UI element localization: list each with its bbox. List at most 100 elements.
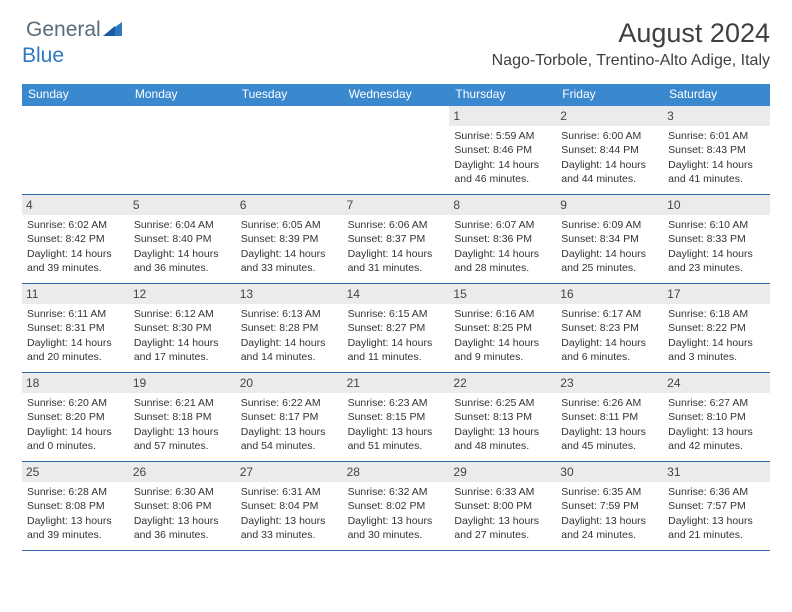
daylight-line: and 9 minutes. <box>454 350 551 364</box>
sunset-line: Sunset: 8:18 PM <box>134 410 231 424</box>
day-header-friday: Friday <box>556 84 663 106</box>
day-number: 18 <box>22 373 129 393</box>
daylight-line: Daylight: 13 hours <box>348 425 445 439</box>
daylight-line: Daylight: 13 hours <box>668 514 765 528</box>
daylight-line: and 48 minutes. <box>454 439 551 453</box>
daylight-line: and 54 minutes. <box>241 439 338 453</box>
sunrise-line: Sunrise: 6:01 AM <box>668 129 765 143</box>
day-cell: 21 Sunrise: 6:23 AMSunset: 8:15 PMDayligh… <box>343 373 450 461</box>
sunrise-line: Sunrise: 6:05 AM <box>241 218 338 232</box>
daylight-line: and 11 minutes. <box>348 350 445 364</box>
day-header-thursday: Thursday <box>449 84 556 106</box>
daylight-line: and 42 minutes. <box>668 439 765 453</box>
day-cell: 13Sunrise: 6:13 AMSunset: 8:28 PMDayligh… <box>236 284 343 372</box>
sunset-line: Sunset: 8:39 PM <box>241 232 338 246</box>
day-cell: 28Sunrise: 6:32 AMSunset: 8:02 PMDayligh… <box>343 462 450 550</box>
sunset-line: Sunset: 8:15 PM <box>348 410 445 424</box>
daylight-line: and 20 minutes. <box>27 350 124 364</box>
day-number: 26 <box>129 462 236 482</box>
day-number: 16 <box>556 284 663 304</box>
sunrise-line: Sunrise: 6:35 AM <box>561 485 658 499</box>
weeks-container: 1Sunrise: 5:59 AMSunset: 8:46 PMDaylight… <box>22 106 770 551</box>
sunrise-line: Sunrise: 6:27 AM <box>668 396 765 410</box>
day-number: 20 <box>236 373 343 393</box>
daylight-line: Daylight: 14 hours <box>27 336 124 350</box>
daylight-line: and 30 minutes. <box>348 528 445 542</box>
daylight-line: Daylight: 14 hours <box>561 336 658 350</box>
calendar: Sunday Monday Tuesday Wednesday Thursday… <box>22 84 770 551</box>
sunset-line: Sunset: 8:06 PM <box>134 499 231 513</box>
day-cell: 5Sunrise: 6:04 AMSunset: 8:40 PMDaylight… <box>129 195 236 283</box>
day-number: 19 <box>129 373 236 393</box>
sunrise-line: Sunrise: 6:20 AM <box>27 396 124 410</box>
daylight-line: and 6 minutes. <box>561 350 658 364</box>
day-header-tuesday: Tuesday <box>236 84 343 106</box>
sunset-line: Sunset: 8:00 PM <box>454 499 551 513</box>
daylight-line: and 31 minutes. <box>348 261 445 275</box>
day-header-row: Sunday Monday Tuesday Wednesday Thursday… <box>22 84 770 106</box>
daylight-line: Daylight: 13 hours <box>561 514 658 528</box>
day-cell: 27Sunrise: 6:31 AMSunset: 8:04 PMDayligh… <box>236 462 343 550</box>
sunset-line: Sunset: 8:40 PM <box>134 232 231 246</box>
day-cell: 25Sunrise: 6:28 AMSunset: 8:08 PMDayligh… <box>22 462 129 550</box>
sunset-line: Sunset: 8:11 PM <box>561 410 658 424</box>
sunrise-line: Sunrise: 6:18 AM <box>668 307 765 321</box>
day-cell: 8Sunrise: 6:07 AMSunset: 8:36 PMDaylight… <box>449 195 556 283</box>
daylight-line: and 23 minutes. <box>668 261 765 275</box>
daylight-line: Daylight: 14 hours <box>668 336 765 350</box>
sunrise-line: Sunrise: 6:23 AM <box>348 396 445 410</box>
daylight-line: and 36 minutes. <box>134 261 231 275</box>
day-number: 13 <box>236 284 343 304</box>
sunset-line: Sunset: 7:59 PM <box>561 499 658 513</box>
sunset-line: Sunset: 8:34 PM <box>561 232 658 246</box>
day-number: 25 <box>22 462 129 482</box>
sunrise-line: Sunrise: 6:22 AM <box>241 396 338 410</box>
sunrise-line: Sunrise: 6:06 AM <box>348 218 445 232</box>
brand-logo: General <box>22 18 125 42</box>
sunrise-line: Sunrise: 6:26 AM <box>561 396 658 410</box>
day-number: 27 <box>236 462 343 482</box>
day-number: 30 <box>556 462 663 482</box>
week-row: 4Sunrise: 6:02 AMSunset: 8:42 PMDaylight… <box>22 195 770 284</box>
day-header-saturday: Saturday <box>663 84 770 106</box>
day-cell: 23Sunrise: 6:26 AMSunset: 8:11 PMDayligh… <box>556 373 663 461</box>
day-cell: 26Sunrise: 6:30 AMSunset: 8:06 PMDayligh… <box>129 462 236 550</box>
sunrise-line: Sunrise: 6:07 AM <box>454 218 551 232</box>
daylight-line: Daylight: 14 hours <box>348 336 445 350</box>
daylight-line: Daylight: 14 hours <box>241 247 338 261</box>
daylight-line: and 28 minutes. <box>454 261 551 275</box>
header: General August 2024 Nago-Torbole, Trenti… <box>0 0 792 76</box>
day-number: 4 <box>22 195 129 215</box>
sunrise-line: Sunrise: 6:25 AM <box>454 396 551 410</box>
day-cell <box>236 106 343 194</box>
day-number: 8 <box>449 195 556 215</box>
sunrise-line: Sunrise: 6:36 AM <box>668 485 765 499</box>
day-number: 9 <box>556 195 663 215</box>
sunset-line: Sunset: 8:42 PM <box>27 232 124 246</box>
daylight-line: Daylight: 14 hours <box>454 158 551 172</box>
daylight-line: and 17 minutes. <box>134 350 231 364</box>
daylight-line: Daylight: 14 hours <box>668 247 765 261</box>
daylight-line: Daylight: 13 hours <box>668 425 765 439</box>
day-number: 10 <box>663 195 770 215</box>
day-cell: 6Sunrise: 6:05 AMSunset: 8:39 PMDaylight… <box>236 195 343 283</box>
day-cell: 16Sunrise: 6:17 AMSunset: 8:23 PMDayligh… <box>556 284 663 372</box>
sunrise-line: Sunrise: 6:00 AM <box>561 129 658 143</box>
day-number: 5 <box>129 195 236 215</box>
day-cell: 2Sunrise: 6:00 AMSunset: 8:44 PMDaylight… <box>556 106 663 194</box>
daylight-line: Daylight: 14 hours <box>27 425 124 439</box>
sunset-line: Sunset: 8:27 PM <box>348 321 445 335</box>
day-number: 2 <box>556 106 663 126</box>
daylight-line: Daylight: 13 hours <box>454 514 551 528</box>
page-subtitle: Nago-Torbole, Trentino-Alto Adige, Italy <box>492 52 770 70</box>
day-number: 21 <box>343 373 450 393</box>
day-cell: 31Sunrise: 6:36 AMSunset: 7:57 PMDayligh… <box>663 462 770 550</box>
week-row: 25Sunrise: 6:28 AMSunset: 8:08 PMDayligh… <box>22 462 770 551</box>
brand-text-1: General <box>26 18 101 42</box>
daylight-line: Daylight: 14 hours <box>241 336 338 350</box>
daylight-line: and 0 minutes. <box>27 439 124 453</box>
sunset-line: Sunset: 8:43 PM <box>668 143 765 157</box>
daylight-line: Daylight: 14 hours <box>668 158 765 172</box>
day-cell: 10Sunrise: 6:10 AMSunset: 8:33 PMDayligh… <box>663 195 770 283</box>
day-number: 23 <box>556 373 663 393</box>
